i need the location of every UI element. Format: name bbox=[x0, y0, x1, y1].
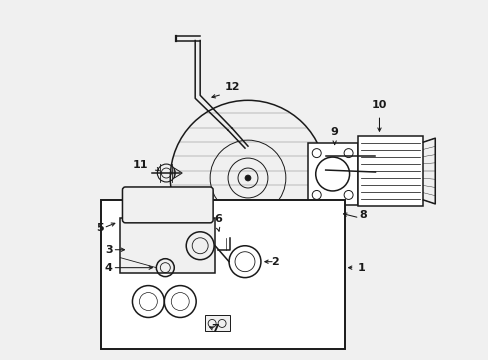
Bar bbox=[307, 143, 357, 205]
Text: 4: 4 bbox=[104, 263, 112, 273]
Text: 9: 9 bbox=[330, 127, 338, 137]
Text: 3: 3 bbox=[104, 245, 112, 255]
Text: 6: 6 bbox=[214, 214, 222, 224]
Text: 8: 8 bbox=[359, 210, 366, 220]
Text: 12: 12 bbox=[224, 82, 240, 93]
Text: 5: 5 bbox=[96, 223, 103, 233]
Text: 7: 7 bbox=[211, 324, 219, 334]
Text: 11: 11 bbox=[133, 160, 148, 170]
Text: 1: 1 bbox=[357, 263, 365, 273]
Text: 2: 2 bbox=[270, 257, 278, 267]
FancyBboxPatch shape bbox=[122, 187, 213, 223]
Bar bbox=[357, 136, 423, 206]
Bar bbox=[101, 200, 344, 349]
Text: 10: 10 bbox=[371, 100, 386, 110]
Bar bbox=[205, 315, 229, 332]
Bar bbox=[120, 218, 215, 273]
Circle shape bbox=[244, 175, 250, 181]
